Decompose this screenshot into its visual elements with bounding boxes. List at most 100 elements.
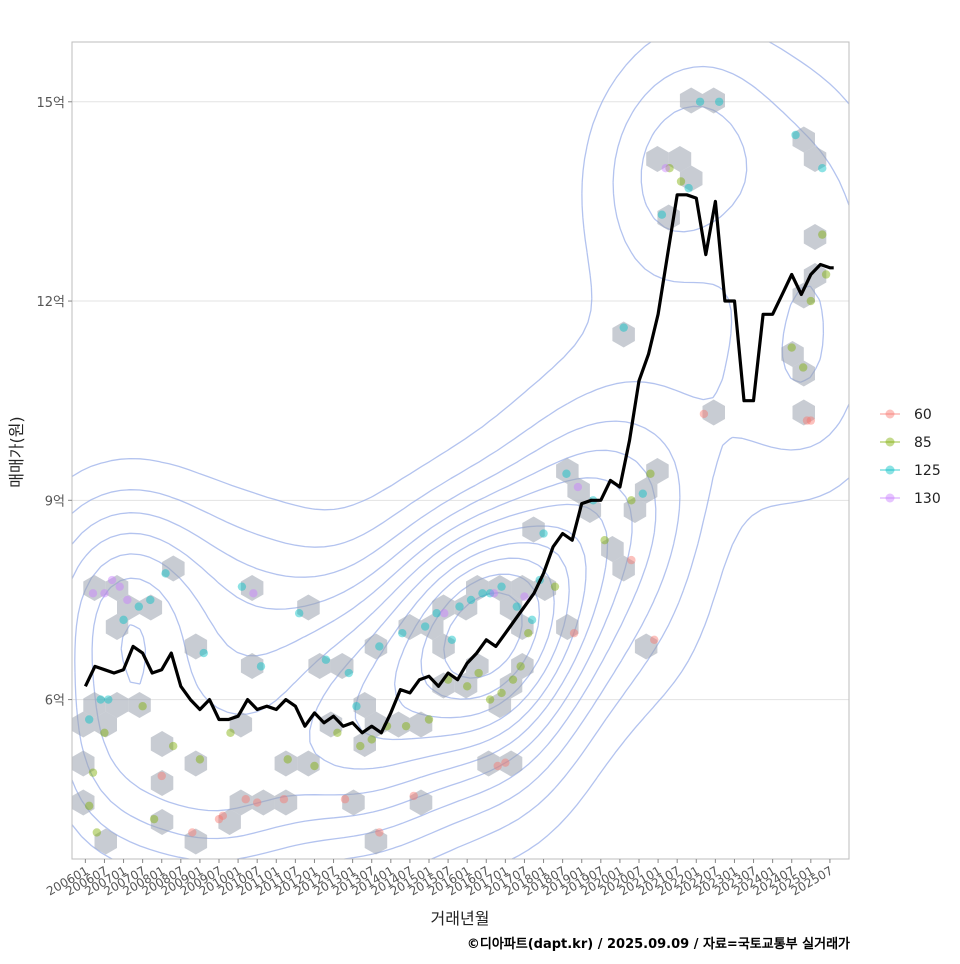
- point-125: [527, 615, 537, 625]
- hexbin: [229, 789, 253, 816]
- point-60: [157, 771, 166, 781]
- point-60: [375, 828, 384, 837]
- median-price-line: [83, 193, 834, 735]
- hexbin: [105, 614, 129, 640]
- hexbin: [342, 789, 365, 816]
- hexbin: [105, 692, 129, 718]
- point-85: [424, 715, 434, 724]
- hexbin: [781, 341, 804, 367]
- point-60: [218, 811, 228, 821]
- hexbin: [511, 575, 534, 601]
- point-125: [375, 642, 384, 651]
- y-tick-label: 6억: [45, 694, 65, 709]
- point-60: [409, 791, 418, 801]
- point-60: [214, 814, 224, 824]
- point-60: [627, 555, 636, 565]
- legend-key-point: [885, 465, 895, 475]
- point-85: [333, 728, 342, 737]
- point-85: [646, 469, 655, 478]
- density-contours: [71, 41, 850, 860]
- point-85: [497, 688, 506, 698]
- point-125: [695, 97, 705, 106]
- point-60: [188, 828, 197, 837]
- hexbin: [499, 672, 523, 699]
- point-85: [401, 721, 411, 731]
- hexbin: [240, 653, 264, 679]
- point-125: [294, 609, 304, 618]
- point-60: [241, 795, 250, 804]
- point-125: [539, 529, 548, 538]
- hexbin: [409, 711, 433, 738]
- point-85: [676, 177, 686, 186]
- point-125: [420, 622, 430, 631]
- source-caption: ©디아파트(dapt.kr) / 2025.09.09 / 자료=국토교통부 실…: [466, 937, 850, 952]
- hexbin: [792, 360, 815, 387]
- y-axis-label: 매매가(원): [7, 416, 26, 487]
- point-85: [806, 296, 816, 306]
- legend-label: 60: [914, 407, 932, 423]
- point-125: [432, 609, 441, 618]
- point-85: [627, 496, 636, 505]
- hexbin: [162, 555, 185, 582]
- y-axis: 6억 9억 12억 15억: [36, 96, 72, 709]
- hexbin: [398, 614, 421, 640]
- hexbin: [330, 653, 354, 679]
- point-85: [283, 755, 292, 764]
- y-tick-label: 15억: [36, 96, 65, 111]
- point-60: [699, 409, 709, 419]
- point-125: [512, 602, 522, 611]
- point-85: [474, 668, 483, 678]
- x-axis: 2006012006072007012007072008012008072009…: [44, 859, 835, 899]
- y-tick-label: 12억: [36, 295, 65, 310]
- hexbin: [792, 399, 815, 426]
- point-60: [252, 798, 262, 807]
- hexbin: [477, 750, 500, 777]
- point-85: [88, 768, 98, 777]
- point-85: [310, 761, 319, 771]
- hexbin: [601, 536, 624, 562]
- point-130: [115, 582, 124, 591]
- hexbin: [387, 711, 410, 738]
- hexbin: [94, 828, 117, 855]
- hexbin: [488, 575, 512, 601]
- hexbin: [634, 477, 658, 504]
- hexbin: [668, 146, 692, 172]
- hexbin: [679, 87, 703, 114]
- hexbin: [274, 789, 298, 816]
- hexbin: [252, 789, 275, 816]
- point-85: [356, 741, 365, 751]
- point-85: [367, 735, 376, 744]
- hexbin: [72, 789, 95, 816]
- hexbin: [139, 594, 163, 621]
- point-130: [520, 592, 529, 601]
- hexbin: [702, 399, 725, 426]
- point-125: [619, 323, 628, 332]
- point-85: [524, 628, 533, 638]
- hexbin: [297, 594, 320, 621]
- hexbin: [454, 672, 478, 699]
- point-125: [485, 589, 495, 598]
- hexbin: [522, 516, 545, 543]
- hexbin: [353, 692, 376, 718]
- point-85: [798, 363, 808, 372]
- hexbin: [432, 633, 455, 660]
- hexbin: [128, 692, 151, 718]
- legend-label: 130: [914, 491, 941, 507]
- point-85: [226, 728, 235, 737]
- hexbin: [432, 672, 455, 699]
- hexbin: [623, 497, 647, 523]
- hexbin: [567, 477, 590, 504]
- point-125: [237, 582, 247, 591]
- point-60: [493, 761, 502, 771]
- point-125: [791, 130, 800, 140]
- point-125: [199, 648, 208, 658]
- point-125: [398, 628, 407, 638]
- point-125: [562, 469, 571, 478]
- point-125: [638, 489, 648, 498]
- hexbin: [150, 809, 174, 835]
- hexbin: [72, 750, 95, 777]
- hexbin: [150, 731, 174, 757]
- density-contour: [71, 41, 850, 860]
- hexbin: [488, 692, 512, 718]
- point-130: [88, 589, 98, 598]
